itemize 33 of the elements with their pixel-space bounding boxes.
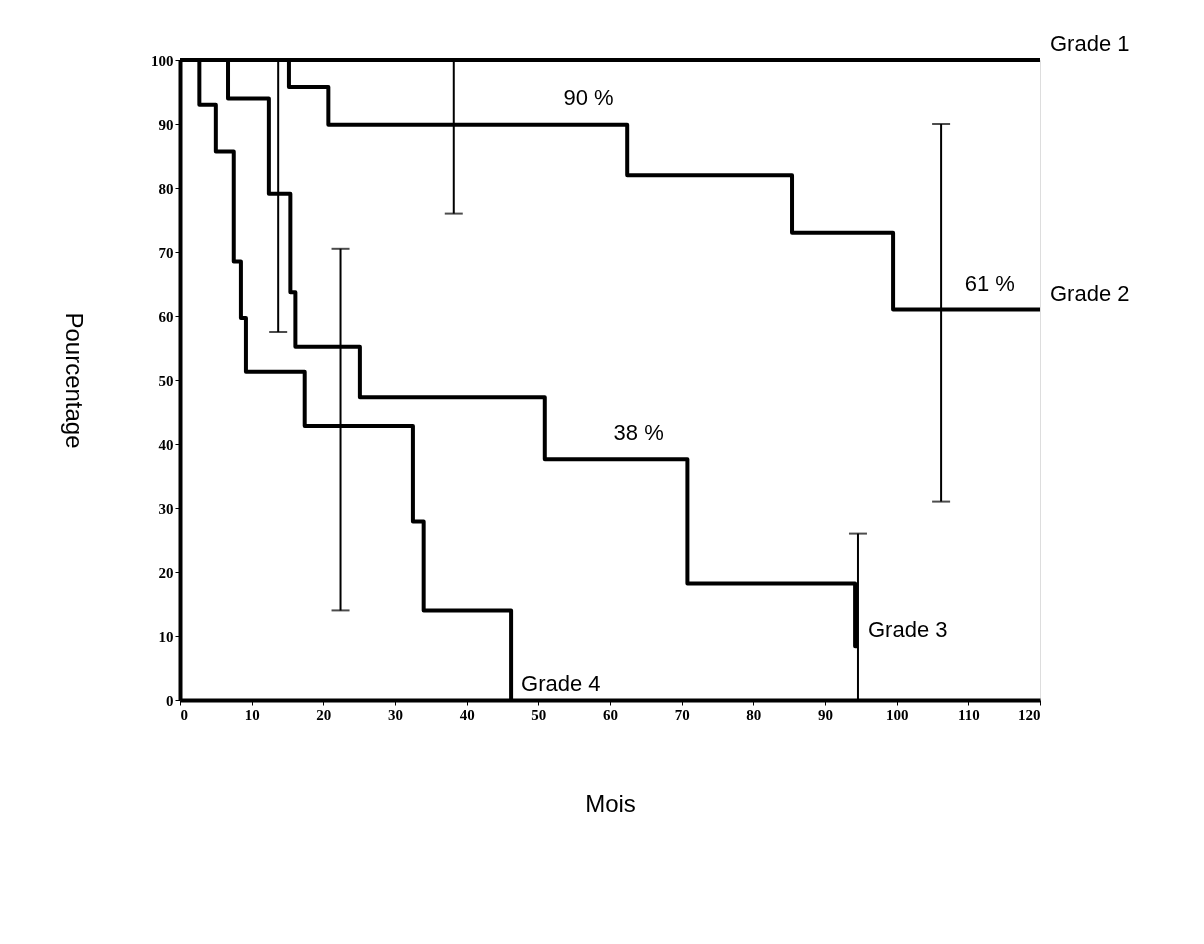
x-tick-label: 60 bbox=[603, 706, 618, 723]
x-tick-label: 20 bbox=[316, 706, 332, 723]
annotation: 61 % bbox=[964, 270, 1015, 296]
x-tick-label: 90 bbox=[818, 706, 833, 723]
x-tick-label: 30 bbox=[388, 706, 403, 723]
series-label: Grade 1 bbox=[1050, 31, 1130, 56]
annotation: 38 % bbox=[613, 420, 664, 446]
x-tick-label: 70 bbox=[674, 706, 690, 723]
y-tick-label: 0 bbox=[166, 692, 174, 709]
x-tick-label: 110 bbox=[957, 706, 980, 723]
series-label: Grade 2 bbox=[1050, 280, 1130, 306]
x-tick-label: 80 bbox=[746, 706, 762, 723]
y-tick-label: 10 bbox=[158, 628, 174, 645]
y-tick-label: 50 bbox=[158, 372, 174, 389]
y-tick-label: 60 bbox=[158, 308, 174, 325]
series-label: Grade 3 bbox=[867, 617, 948, 643]
y-tick-label: 20 bbox=[158, 564, 174, 581]
annotation: 90 % bbox=[563, 85, 614, 110]
x-axis-title: Mois bbox=[585, 789, 636, 817]
x-tick-label: 120 bbox=[1018, 706, 1041, 723]
x-tick-label: 0 bbox=[180, 706, 188, 723]
x-tick-label: 100 bbox=[885, 706, 909, 723]
y-axis-title: Pourcentage bbox=[61, 312, 88, 449]
x-tick-label: 50 bbox=[531, 706, 547, 723]
y-tick-label: 80 bbox=[158, 180, 174, 197]
y-tick-label: 90 bbox=[158, 116, 174, 133]
y-tick-label: 100 bbox=[151, 52, 174, 69]
y-tick-label: 40 bbox=[158, 436, 174, 453]
x-tick-label: 10 bbox=[244, 706, 260, 723]
series-label: Grade 4 bbox=[521, 671, 601, 696]
y-tick-label: 70 bbox=[158, 244, 174, 261]
x-tick-label: 40 bbox=[459, 706, 475, 723]
y-tick-label: 30 bbox=[158, 500, 174, 517]
